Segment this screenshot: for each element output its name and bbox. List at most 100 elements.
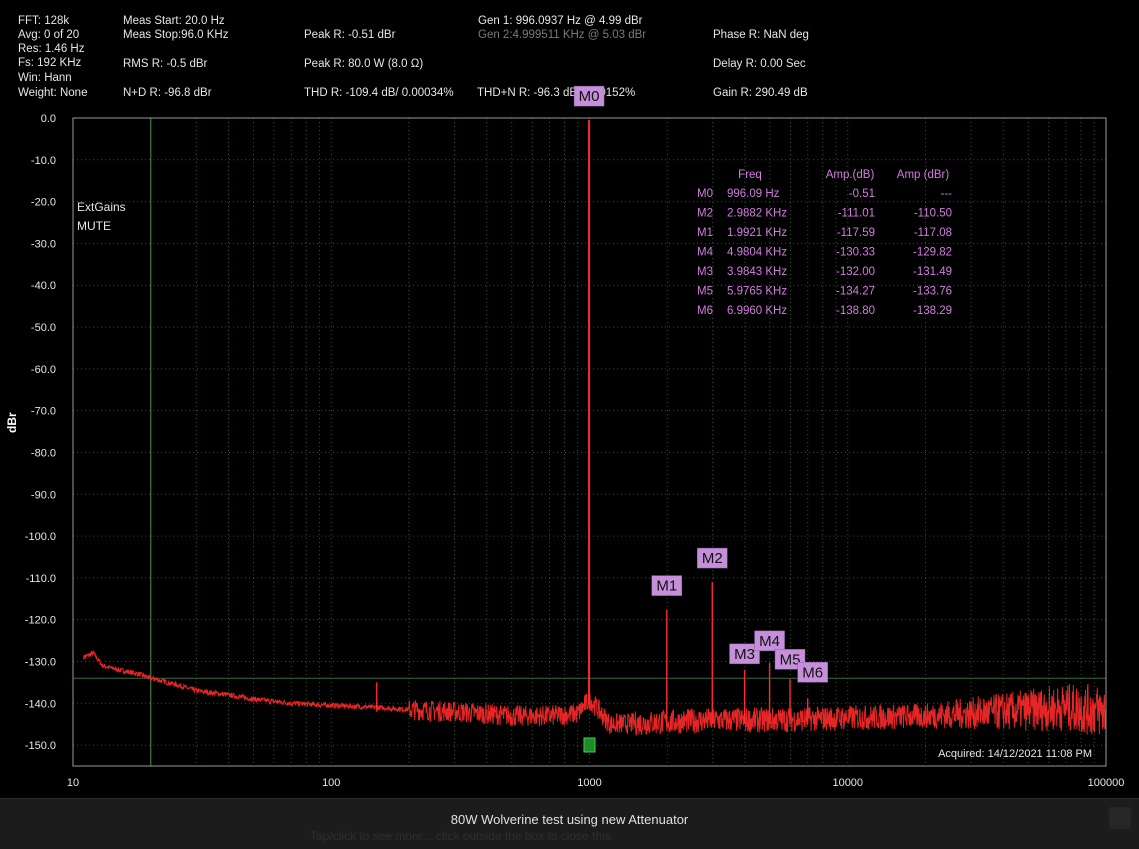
rms-readout: RMS R: -0.5 dBr <box>123 58 208 70</box>
phase-readout: Phase R: NaN deg <box>713 29 809 41</box>
marker-table-cell: M2 <box>697 208 713 220</box>
marker-label-m6: M6 <box>802 664 823 681</box>
y-tick-label: -50.0 <box>31 322 56 334</box>
marker-label-m1: M1 <box>656 578 677 595</box>
thd-readout: THD R: -109.4 dB/ 0.00034% <box>304 87 454 99</box>
meas-start-readout: Meas Start: 20.0 Hz <box>123 15 225 27</box>
marker-table-cell: 996.09 Hz <box>727 188 780 200</box>
delay-readout: Delay R: 0.00 Sec <box>713 58 806 70</box>
averaging-readout: Avg: 0 of 20 <box>18 29 80 41</box>
marker-table-header: Amp (dBr) <box>897 169 950 181</box>
caption-hint: Tap/click to see more... click outside t… <box>310 829 611 843</box>
frequency-cursor-handle[interactable] <box>583 737 596 753</box>
marker-table-cell: -134.27 <box>836 286 875 298</box>
marker-table-cell: 2.9882 KHz <box>727 208 787 220</box>
marker-table-cell: -129.82 <box>913 247 952 259</box>
marker-table-cell: 5.9765 KHz <box>727 286 787 298</box>
window-readout: Win: Hann <box>18 72 72 84</box>
y-tick-label: -100.0 <box>25 531 56 543</box>
x-tick-label: 1000 <box>577 777 601 789</box>
marker-table-cell: M1 <box>697 227 713 239</box>
y-tick-label: -110.0 <box>26 573 56 585</box>
x-tick-label: 100000 <box>1088 777 1125 789</box>
marker-table-cell: 6.9960 KHz <box>727 305 787 317</box>
y-tick-label: -150.0 <box>25 740 56 752</box>
marker-label-m0: M0 <box>579 88 600 105</box>
marker-label-box <box>754 630 785 652</box>
caption-action-button[interactable] <box>1109 807 1131 829</box>
y-tick-label: -80.0 <box>31 447 56 459</box>
marker-table-cell: 1.9921 KHz <box>727 227 787 239</box>
marker-table-cell: 3.9843 KHz <box>727 266 787 278</box>
y-tick-labels: 0.0 -10.0 -20.0 -30.0 -40.0 -50.0 -60.0 -70.0 -8… <box>25 113 56 752</box>
marker-table-cell: -117.59 <box>837 227 875 239</box>
marker-label-box <box>573 85 605 107</box>
marker-table-cell: 4.9804 KHz <box>727 247 787 259</box>
y-tick-label: -130.0 <box>25 656 56 668</box>
y-tick-label: -70.0 <box>31 406 56 418</box>
generator-1-readout: Gen 1: 996.0937 Hz @ 4.99 dBr <box>478 15 643 27</box>
marker-label-box <box>797 662 828 683</box>
marker-label-m2: M2 <box>702 550 723 567</box>
marker-table-cell: -132.00 <box>836 266 875 278</box>
n-plus-d-readout: N+D R: -96.8 dBr <box>123 87 212 99</box>
peak-dbr-readout: Peak R: -0.51 dBr <box>304 29 396 41</box>
gain-readout: Gain R: 290.49 dB <box>713 87 808 99</box>
x-tick-label: 10000 <box>832 777 863 789</box>
x-tick-label: 10 <box>67 777 79 789</box>
noise-floor-trace <box>83 649 1107 736</box>
y-tick-label: -30.0 <box>31 238 56 250</box>
marker-table-cell: -110.50 <box>914 208 952 220</box>
marker-table-cell: -133.76 <box>913 286 952 298</box>
plot-frame <box>72 117 1107 767</box>
meas-stop-readout: Meas Stop:96.0 KHz <box>123 29 229 41</box>
generator-2-readout: Gen 2:4.999511 KHz @ 5.03 dBr <box>478 29 647 41</box>
marker-table: Freq Amp.(dB) Amp (dBr) M0 996.09 Hz -0.51 ---… <box>697 169 952 317</box>
caption-bar: Tap/click to see more... click outside t… <box>0 798 1139 849</box>
marker-label-m3: M3 <box>734 646 755 663</box>
marker-label-box <box>651 575 683 596</box>
annotation-mute: MUTE <box>77 219 111 233</box>
marker-label-box <box>697 547 728 569</box>
marker-table-cell: M5 <box>697 286 713 298</box>
sample-rate-readout: Fs: 192 KHz <box>18 57 82 69</box>
marker-table-cell: -138.29 <box>913 305 952 317</box>
marker-table-cell: -138.80 <box>836 305 875 317</box>
y-tick-label: -120.0 <box>25 615 56 627</box>
marker-table-cell: -111.01 <box>838 208 875 220</box>
weighting-readout: Weight: None <box>18 87 88 99</box>
y-tick-label: -20.0 <box>31 197 56 209</box>
marker-label-m5: M5 <box>780 651 801 668</box>
marker-table-cell: M3 <box>697 266 713 278</box>
fft-spectrum-chart: 0.0 -10.0 -20.0 -30.0 -40.0 -50.0 -60.0 -70.0 -8… <box>25 85 1124 789</box>
y-tick-label: -60.0 <box>31 364 56 376</box>
marker-table-header: Amp.(dB) <box>826 169 875 181</box>
marker-table-cell: M4 <box>697 247 714 259</box>
y-tick-label: -90.0 <box>31 489 56 501</box>
marker-table-cell: --- <box>941 188 953 200</box>
annotation-extgains: ExtGains <box>77 200 126 214</box>
marker-label-box <box>729 643 760 665</box>
x-tick-label: 100 <box>322 777 340 789</box>
image-caption: 80W Wolverine test using new Attenuator <box>450 812 689 827</box>
marker-table-header: Freq <box>738 169 762 181</box>
spectrum-trace <box>83 120 1107 736</box>
y-tick-label: -140.0 <box>25 698 56 710</box>
acquired-timestamp: Acquired: 14/12/2021 11:08 PM <box>938 748 1092 760</box>
y-tick-label: -10.0 <box>31 155 56 167</box>
marker-table-cell: -130.33 <box>836 247 875 259</box>
marker-table-cell: M6 <box>697 305 713 317</box>
fft-size-readout: FFT: 128k <box>18 15 70 27</box>
marker-table-cell: -0.51 <box>849 188 875 200</box>
resolution-readout: Res: 1.46 Hz <box>18 43 85 55</box>
marker-table-cell: -131.49 <box>913 266 952 278</box>
y-tick-label: 0.0 <box>41 113 56 125</box>
peak-watts-readout: Peak R: 80.0 W (8.0 Ω) <box>304 58 424 70</box>
marker-table-cell: -117.08 <box>914 227 952 239</box>
y-tick-label: -40.0 <box>31 280 56 292</box>
marker-label-m4: M4 <box>759 633 780 650</box>
x-tick-labels: 10 100 1000 10000 100000 <box>67 777 1124 789</box>
marker-table-cell: M0 <box>697 188 713 200</box>
y-axis-label: dBr <box>5 412 19 433</box>
